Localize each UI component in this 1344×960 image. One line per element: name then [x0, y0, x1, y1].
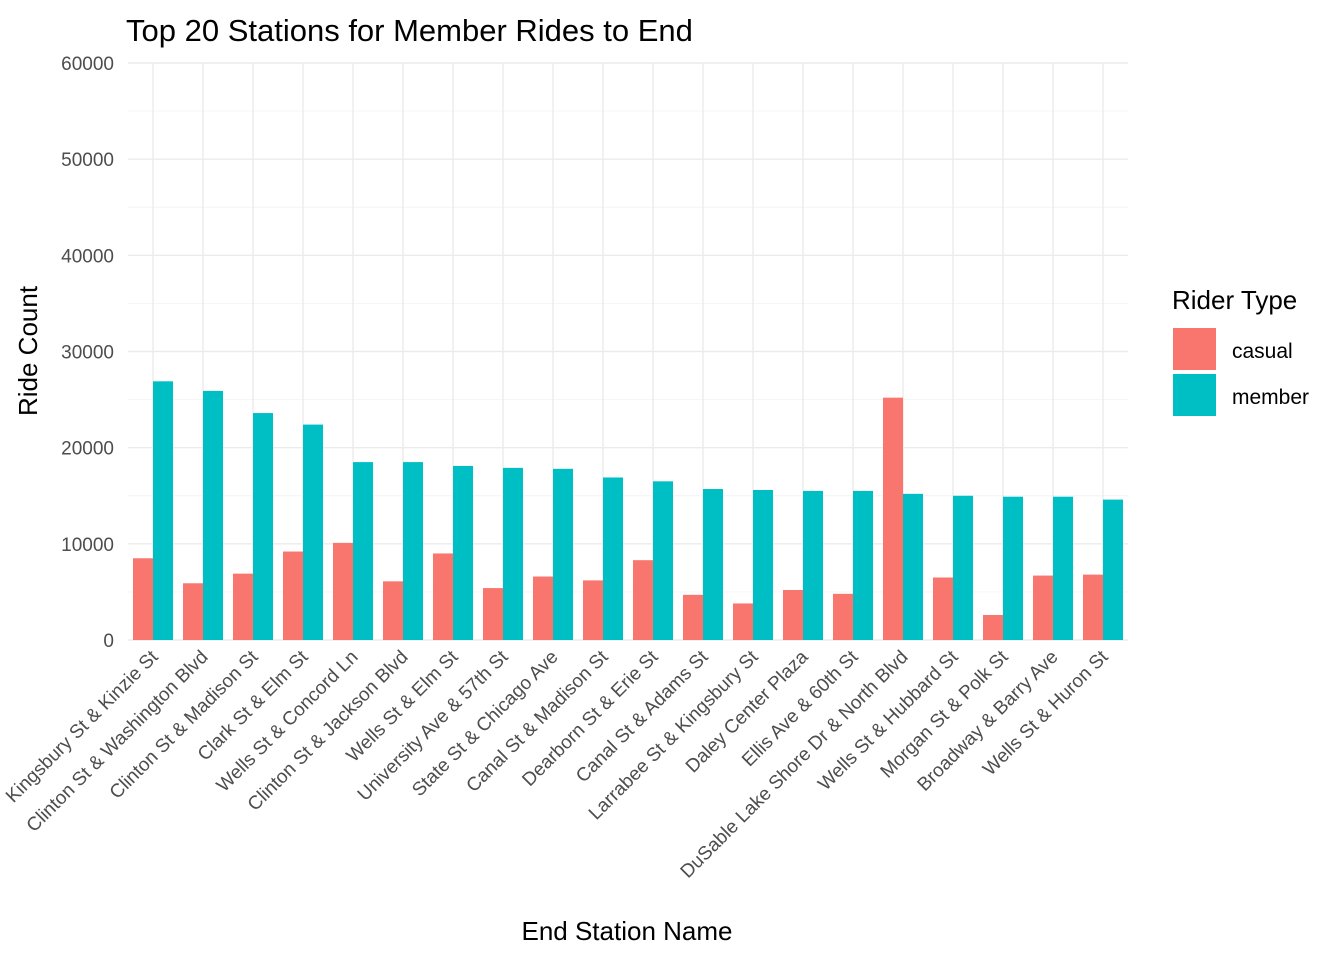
bar-casual: [933, 577, 953, 640]
y-tick-label: 20000: [61, 439, 114, 460]
bar-member: [353, 462, 373, 640]
bar-casual: [1033, 575, 1053, 640]
x-tick-label: Clinton St & Washington Blvd: [23, 647, 213, 837]
bar-member: [303, 424, 323, 640]
legend-key-member: [1173, 374, 1216, 416]
bar-casual: [783, 589, 803, 640]
bar-member: [1103, 499, 1123, 640]
bar-casual: [683, 594, 703, 640]
bar-member: [903, 493, 923, 640]
legend-label-member: member: [1232, 386, 1309, 409]
legend-label-casual: casual: [1232, 340, 1293, 363]
bar-casual: [733, 603, 753, 640]
y-tick-label: 40000: [61, 246, 114, 267]
bar-casual: [533, 576, 553, 640]
bar-member: [653, 481, 673, 640]
bar-casual: [333, 542, 353, 640]
bar-member: [403, 462, 423, 640]
chart-title: Top 20 Stations for Member Rides to End: [126, 13, 693, 48]
bar-casual: [183, 583, 203, 640]
legend: Rider Type casual member: [1172, 285, 1309, 416]
bars: [133, 381, 1123, 640]
bar-casual: [1083, 574, 1103, 640]
bar-member: [153, 381, 173, 640]
grid-lines: [128, 62, 1128, 641]
bar-casual: [283, 551, 303, 640]
bar-casual: [433, 553, 453, 640]
y-tick-label: 10000: [61, 535, 114, 556]
bar-casual: [983, 614, 1003, 640]
bar-member: [703, 489, 723, 640]
bar-member: [1003, 496, 1023, 640]
bar-member: [253, 413, 273, 640]
legend-key-casual: [1173, 328, 1216, 370]
bar-member: [503, 467, 523, 640]
y-tick-label: 30000: [61, 343, 114, 364]
y-tick-label: 60000: [61, 54, 114, 75]
bar-member: [753, 489, 773, 640]
bar-casual: [233, 573, 253, 640]
x-axis-title: End Station Name: [521, 916, 732, 946]
bar-member: [553, 468, 573, 640]
y-tick-label: 0: [103, 631, 114, 652]
bar-casual: [883, 397, 903, 640]
bar-casual: [133, 558, 153, 640]
bar-casual: [483, 588, 503, 640]
bar-member: [803, 490, 823, 640]
bar-casual: [833, 593, 853, 640]
bar-member: [1053, 496, 1073, 640]
bar-member: [953, 495, 973, 640]
bar-member: [603, 477, 623, 640]
y-axis-tick-labels: 0 10000 20000 30000 40000 50000 60000: [61, 54, 114, 652]
legend-title: Rider Type: [1172, 285, 1297, 315]
bar-casual: [583, 580, 603, 640]
y-axis-title: Ride Count: [13, 285, 43, 416]
y-tick-label: 50000: [61, 150, 114, 171]
bar-casual: [383, 581, 403, 640]
bar-member: [203, 390, 223, 640]
bar-member: [853, 490, 873, 640]
bar-casual: [633, 560, 653, 640]
bar-member: [453, 465, 473, 640]
